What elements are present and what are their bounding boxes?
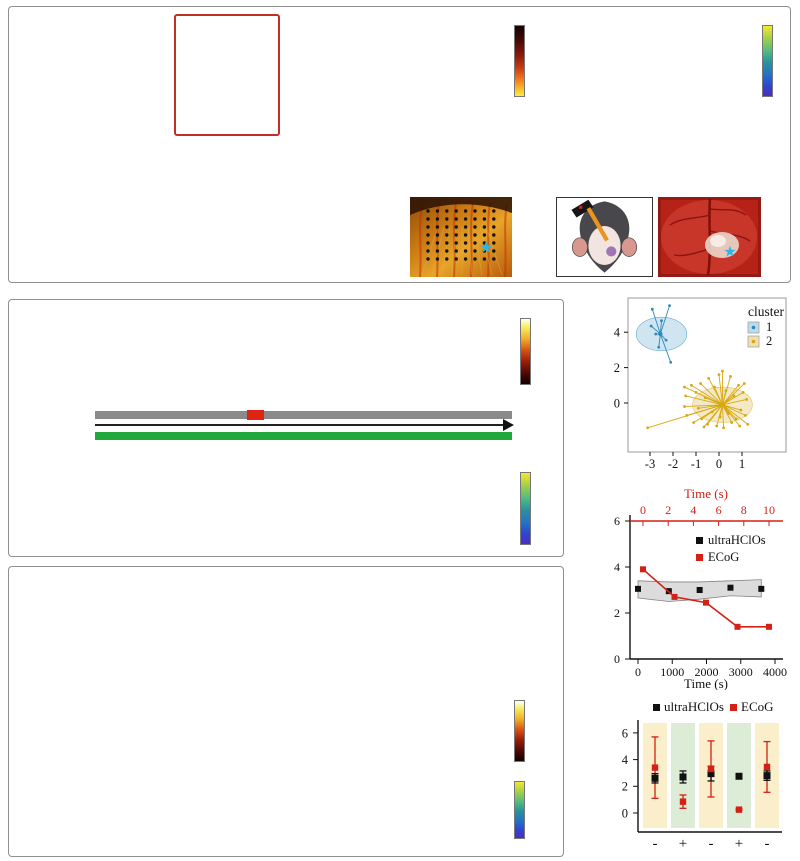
svg-text:4000: 4000 xyxy=(763,665,787,679)
svg-text:Time (s): Time (s) xyxy=(684,486,728,501)
svg-text:0: 0 xyxy=(716,457,722,471)
ecog-plus-segment xyxy=(247,410,264,420)
svg-text:ECoG: ECoG xyxy=(741,699,774,714)
svg-text:0: 0 xyxy=(614,652,620,666)
svg-text:+: + xyxy=(679,836,687,852)
svg-text:4: 4 xyxy=(690,503,696,517)
svg-text:4: 4 xyxy=(614,326,621,340)
svg-text:0: 0 xyxy=(640,503,646,517)
svg-text:4: 4 xyxy=(622,753,629,767)
svg-text:0: 0 xyxy=(622,806,628,820)
svg-text:1: 1 xyxy=(766,320,772,334)
panel-f-plot: 0 1000 2000 3000 4000 0 2 4 6 8 10 0 2 4 6 Time (s) Time… xyxy=(570,485,800,690)
panel-box-g xyxy=(8,566,564,857)
svg-text:-1: -1 xyxy=(691,457,701,471)
svg-text:-: - xyxy=(653,836,658,852)
svg-text:-3: -3 xyxy=(645,457,655,471)
svg-text:0: 0 xyxy=(614,396,620,410)
svg-text:-: - xyxy=(765,836,770,852)
svg-text:1000: 1000 xyxy=(660,665,684,679)
svg-text:3000: 3000 xyxy=(729,665,753,679)
svg-text:ECoG: ECoG xyxy=(708,550,739,564)
svg-text:6: 6 xyxy=(614,514,620,528)
svg-text:6: 6 xyxy=(716,503,722,517)
svg-text:-: - xyxy=(709,836,714,852)
panel-box-e xyxy=(8,299,564,557)
c-mouse-photo xyxy=(556,197,653,277)
svg-text:1: 1 xyxy=(739,457,745,471)
svg-text:4: 4 xyxy=(614,560,620,574)
panel-h-plot: 0 2 4 6 - + - + - ultraHClOs ECoG xyxy=(570,695,800,861)
c-brain-photo: ★ xyxy=(658,197,761,277)
svg-text:2: 2 xyxy=(766,334,772,348)
ecog-timeline-bar xyxy=(95,411,512,419)
timeline-arrowhead xyxy=(503,419,514,431)
array-red-box xyxy=(174,14,280,136)
svg-text:8: 8 xyxy=(741,503,747,517)
svg-text:-2: -2 xyxy=(668,457,678,471)
svg-text:2: 2 xyxy=(665,503,671,517)
svg-text:Time (s): Time (s) xyxy=(684,676,728,690)
c-colorbar xyxy=(762,25,773,97)
panel-d-plot: -3 -2 -1 0 1 0 2 4 cluster 1 2 xyxy=(570,288,800,483)
svg-text:10: 10 xyxy=(763,503,775,517)
svg-text:2: 2 xyxy=(614,606,620,620)
raman-timeline-bar xyxy=(95,432,512,440)
svg-text:ultraHClOs: ultraHClOs xyxy=(664,699,724,714)
svg-text:0: 0 xyxy=(635,665,641,679)
e-ecog-colorbar xyxy=(520,318,531,385)
svg-text:cluster: cluster xyxy=(748,304,784,319)
b-brain-photo: ★ xyxy=(410,197,512,277)
e-raman-colorbar xyxy=(520,472,531,545)
svg-text:★: ★ xyxy=(479,240,493,257)
g-raman-colorbar xyxy=(514,781,525,839)
svg-text:2: 2 xyxy=(622,780,628,794)
timeline-arrow-line xyxy=(95,424,505,426)
svg-text:2000: 2000 xyxy=(695,665,719,679)
svg-text:+: + xyxy=(735,836,743,852)
svg-text:6: 6 xyxy=(622,726,628,740)
g-ecog-colorbar xyxy=(514,700,525,762)
svg-text:2: 2 xyxy=(614,361,620,375)
svg-text:★: ★ xyxy=(723,244,736,260)
svg-text:ultraHClOs: ultraHClOs xyxy=(708,533,766,547)
b-colorbar xyxy=(514,25,525,97)
